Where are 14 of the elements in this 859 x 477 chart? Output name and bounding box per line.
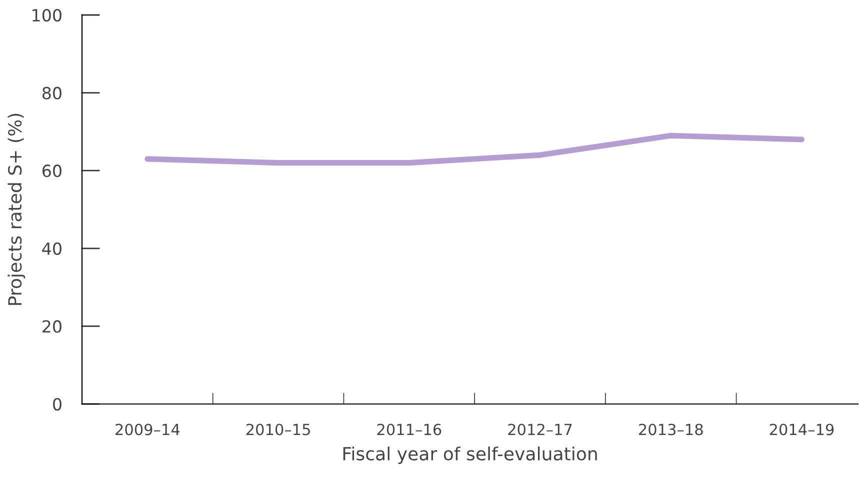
x-tick-label: 2011–16 (377, 424, 442, 436)
x-tick-label: 2012–17 (508, 424, 572, 436)
x-tick-label: 2013–18 (639, 424, 703, 436)
y-tick-label: 60 (42, 164, 62, 178)
x-tick-label: 2010–15 (246, 424, 310, 436)
y-axis-title: Projects rated S+ (%) (8, 114, 26, 305)
y-tick-label: 100 (32, 8, 62, 22)
y-tick-label: 40 (42, 242, 62, 255)
x-tick-label: 2014–19 (770, 424, 834, 436)
y-tick-label: 20 (42, 320, 62, 333)
y-tick-label: 80 (42, 86, 62, 100)
x-axis-title: Fiscal year of self-evaluation (343, 446, 597, 464)
y-tick-label: 0 (53, 398, 62, 411)
x-tick-label: 2009–14 (116, 424, 180, 436)
